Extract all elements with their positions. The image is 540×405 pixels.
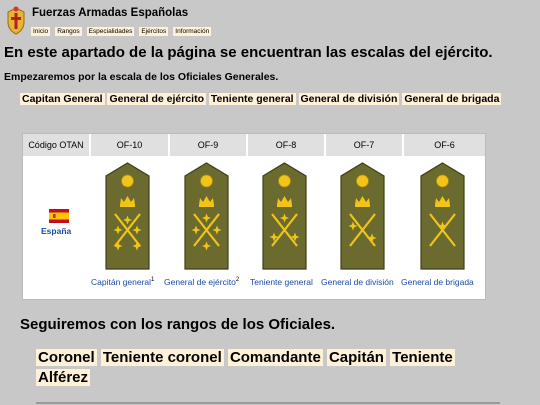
rank-link-general-de-division[interactable]: General de división bbox=[298, 93, 400, 105]
code-cell: OF-8 bbox=[248, 134, 326, 156]
rank-link-capitan[interactable]: Capitán bbox=[326, 349, 386, 366]
rank-link-teniente-coronel[interactable]: Teniente coronel bbox=[100, 349, 224, 366]
general-ranks-list: Capitan General General de ejército Teni… bbox=[20, 93, 530, 106]
rank-link-comandante[interactable]: Comandante bbox=[227, 349, 323, 366]
divider bbox=[36, 402, 500, 404]
nav-especialidades[interactable]: Especialidades bbox=[86, 27, 135, 36]
site-title: Fuerzas Armadas Españolas bbox=[32, 7, 189, 19]
rank-name-link[interactable]: Capitán general1 bbox=[91, 277, 155, 287]
officer-ranks-list: Coronel Teniente coronel Comandante Capi… bbox=[36, 348, 476, 388]
code-header: Código OTAN bbox=[23, 134, 91, 156]
top-nav: Inicio Rangos Especialidades Ejércitos I… bbox=[31, 27, 212, 36]
rank-name-link[interactable]: Teniente general bbox=[250, 277, 313, 287]
rank-link-teniente-general[interactable]: Teniente general bbox=[208, 93, 296, 105]
shoulder-board-icon bbox=[420, 162, 465, 270]
country-link[interactable]: España bbox=[41, 226, 72, 236]
nav-informacion[interactable]: Información bbox=[173, 27, 212, 36]
nav-rangos[interactable]: Rangos bbox=[55, 27, 82, 36]
rank-link-general-de-ejercito[interactable]: General de ejército bbox=[107, 93, 206, 105]
site-header: Fuerzas Armadas Españolas Inicio Rangos … bbox=[4, 5, 534, 39]
rank-name-link[interactable]: General de división bbox=[321, 277, 394, 287]
rank-link-capitan-general[interactable]: Capitan General bbox=[20, 93, 105, 105]
shoulder-board-icon bbox=[262, 162, 307, 270]
rank-link-teniente[interactable]: Teniente bbox=[390, 349, 455, 366]
section-subheading: Empezaremos por la escala de los Oficial… bbox=[4, 71, 279, 83]
rank-link-coronel[interactable]: Coronel bbox=[36, 349, 97, 366]
rank-link-alferez[interactable]: Alférez bbox=[36, 369, 91, 386]
rank-name-link[interactable]: General de ejército2 bbox=[164, 277, 240, 287]
code-cell: OF-6 bbox=[404, 134, 485, 156]
rank-link-general-de-brigada[interactable]: General de brigada bbox=[402, 93, 502, 105]
shoulder-board-icon bbox=[184, 162, 229, 270]
rank-name-link[interactable]: General de brigada bbox=[401, 277, 474, 287]
code-cell: OF-7 bbox=[326, 134, 404, 156]
nav-ejercitos[interactable]: Ejércitos bbox=[139, 27, 169, 36]
shoulder-board-icon bbox=[105, 162, 150, 270]
shoulder-board-icon bbox=[340, 162, 385, 270]
table-header: Código OTAN OF-10 OF-9 OF-8 OF-7 OF-6 bbox=[23, 134, 485, 156]
rank-insignia-table: Código OTAN OF-10 OF-9 OF-8 OF-7 OF-6 Es… bbox=[22, 133, 486, 300]
code-cell: OF-10 bbox=[91, 134, 170, 156]
coat-of-arms-icon bbox=[7, 6, 25, 35]
page-heading: En este apartado de la página se encuent… bbox=[4, 44, 493, 61]
code-cell: OF-9 bbox=[170, 134, 248, 156]
spain-flag-icon bbox=[49, 209, 69, 223]
officers-heading: Seguiremos con los rangos de los Oficial… bbox=[20, 316, 336, 333]
nav-inicio[interactable]: Inicio bbox=[31, 27, 51, 36]
